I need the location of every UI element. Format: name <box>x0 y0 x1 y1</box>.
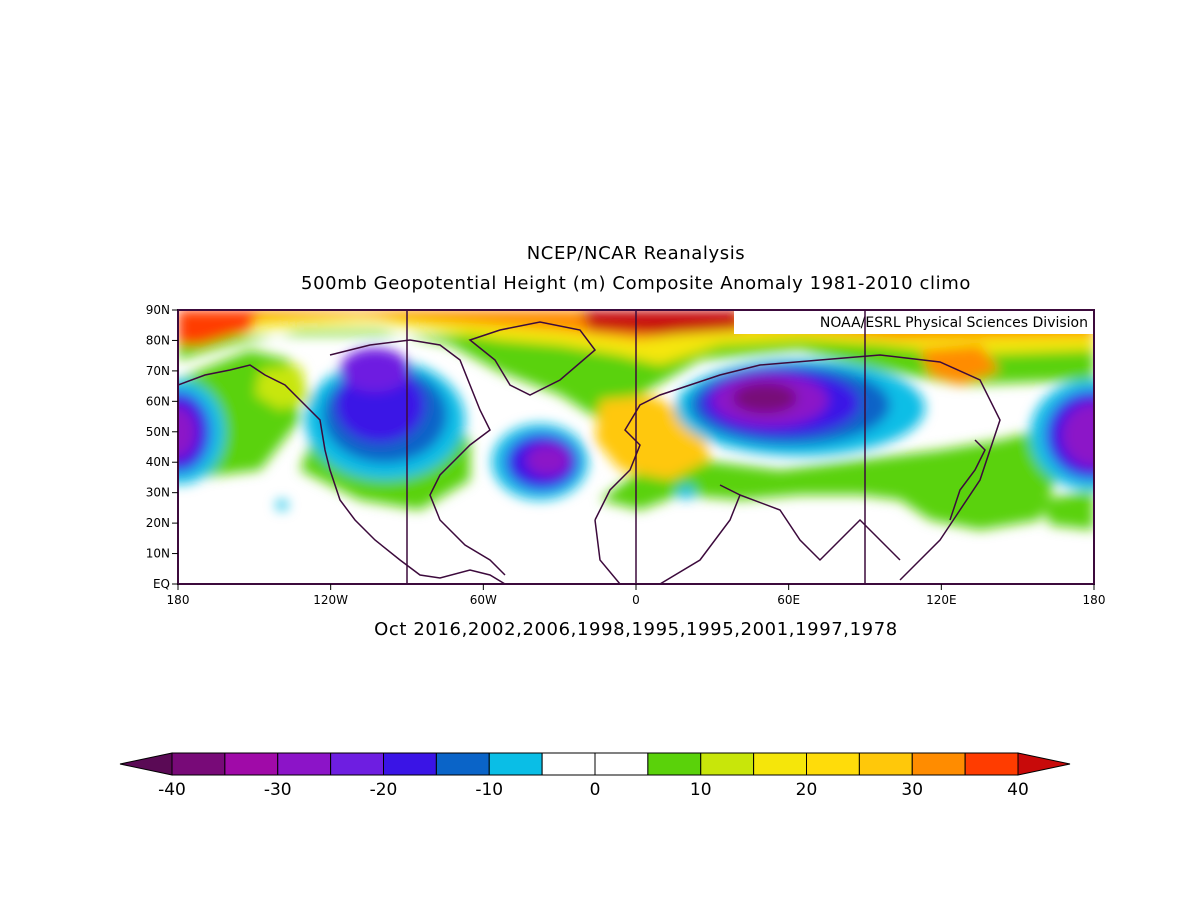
lon-tick-label: 60E <box>777 593 800 607</box>
lat-tick-label: 70N <box>146 364 170 378</box>
colorbar-swatch <box>806 752 860 776</box>
colorbar-label: -30 <box>264 780 292 800</box>
anomaly-low-pacific-east-core <box>178 406 196 458</box>
colorbar-swatch <box>964 752 1019 776</box>
colorbar-swatch <box>383 752 437 776</box>
colorbar-label: 40 <box>1007 780 1029 800</box>
coastlines <box>178 321 1001 584</box>
lat-tick-label: 10N <box>146 547 170 561</box>
anomaly-low-canada-core <box>340 348 410 392</box>
anomaly-low-mediterranean <box>677 485 695 499</box>
colorbar-label: -10 <box>475 780 503 800</box>
map-panel: NOAA/ESRL Physical Sciences Division 90N… <box>146 303 1106 607</box>
colorbar-swatch <box>858 752 913 776</box>
anomaly-band-green-asia <box>600 430 1060 530</box>
latitude-axis: 90N 80N 70N 60N 50N 40N 30N 20N 10N EQ <box>146 303 178 591</box>
lon-tick-label: 180 <box>167 593 190 607</box>
lat-tick-label: 80N <box>146 333 170 347</box>
anomaly-high-siberia <box>920 345 1000 385</box>
lon-tick-label: 0 <box>632 593 640 607</box>
anomaly-low-pacific-west-core <box>1062 403 1094 467</box>
coast-eurasia <box>594 354 1001 581</box>
colorbar-label: 10 <box>690 780 712 800</box>
lon-tick-label: 60W <box>470 593 497 607</box>
colorbar-swatch <box>330 752 384 776</box>
colorbar-label: 30 <box>901 780 923 800</box>
lat-tick-label: 20N <box>146 516 170 530</box>
anomaly-high-arctic <box>580 310 740 335</box>
lat-tick-label: 60N <box>146 394 170 408</box>
anomaly-band-green-west-pacific <box>1040 490 1094 530</box>
colorbar-swatch <box>700 752 755 776</box>
coast-south-asia <box>739 494 901 562</box>
lat-tick-label: 30N <box>146 486 170 500</box>
colorbar-swatch <box>435 752 490 776</box>
anomaly-high-bering <box>178 310 260 345</box>
colorbar-swatch <box>224 752 279 776</box>
colorbar-swatch <box>541 752 596 776</box>
title-line-1: NCEP/NCAR Reanalysis <box>527 243 746 264</box>
anomaly-low-subtropical-pacific <box>276 500 288 510</box>
lon-tick-label: 180 <box>1083 593 1106 607</box>
colorbar-label: 0 <box>590 780 601 800</box>
coast-north-america-west <box>178 364 506 584</box>
anomaly-low-atlantic-core <box>526 444 570 476</box>
lat-tick-label: EQ <box>153 577 170 591</box>
title-line-2: 500mb Geopotential Height (m) Composite … <box>301 273 971 294</box>
colorbar-label: -20 <box>370 780 398 800</box>
colorbar-swatch <box>171 752 226 776</box>
lon-tick-label: 120W <box>313 593 348 607</box>
subtitle-years: Oct 2016,2002,2006,1998,1995,1995,2001,1… <box>374 619 898 640</box>
lat-tick-label: 40N <box>146 455 170 469</box>
anomaly-low-siberia-core <box>733 383 797 413</box>
longitude-axis: 180 120W 60W 0 60E 120E 180 <box>167 584 1106 607</box>
colorbar-swatch <box>753 752 807 776</box>
colorbar-swatch <box>647 752 702 776</box>
lat-tick-label: 90N <box>146 303 170 317</box>
coast-greenland <box>468 321 597 396</box>
colorbar-label: -40 <box>158 780 186 800</box>
colorbar-arrow-min <box>119 752 173 776</box>
credit-label: NOAA/ESRL Physical Sciences Division <box>820 315 1088 331</box>
colorbar-arrow-max <box>1017 752 1071 776</box>
colorbar-swatch <box>488 752 543 776</box>
colorbar-label: 20 <box>796 780 818 800</box>
coast-japan <box>949 439 986 521</box>
meridian-lines <box>406 310 866 584</box>
credit-box <box>734 310 1094 334</box>
lon-tick-label: 120E <box>926 593 957 607</box>
colorbar-swatch <box>277 752 332 776</box>
coast-africa <box>594 484 741 584</box>
colorbar-swatch <box>594 752 649 776</box>
coast-north-america-east <box>329 339 506 576</box>
colorbar: -40 -30 -20 -10 0 10 20 30 40 <box>119 752 1071 800</box>
lat-tick-label: 50N <box>146 425 170 439</box>
colorbar-swatch <box>911 752 966 776</box>
